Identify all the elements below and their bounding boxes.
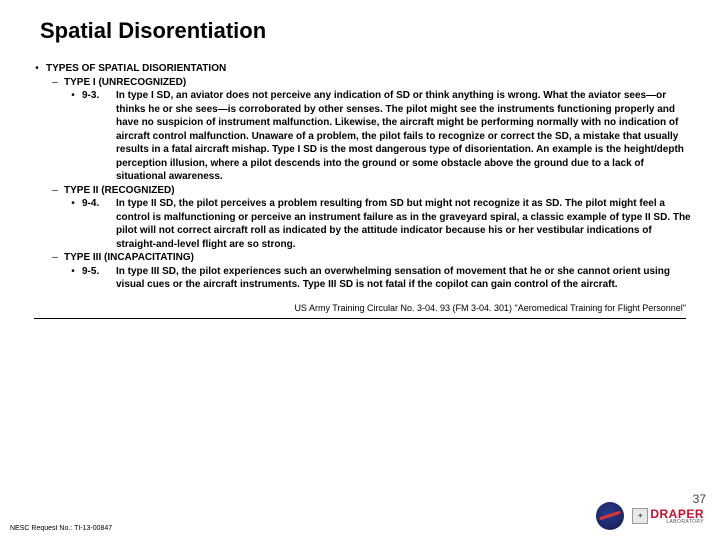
draper-mark-icon: ✦	[632, 508, 648, 524]
type2-label: TYPE II (RECOGNIZED)	[64, 184, 692, 198]
dot-icon: •	[64, 265, 82, 292]
type3-label-row: – TYPE III (INCAPACITATING)	[28, 251, 692, 265]
type2-text: In type II SD, the pilot perceives a pro…	[116, 197, 692, 251]
citation-text: US Army Training Circular No. 3-04. 93 (…	[28, 302, 686, 314]
type3-text: In type III SD, the pilot experiences su…	[116, 265, 692, 292]
dot-icon: •	[64, 197, 82, 251]
type1-text: In type I SD, an aviator does not percei…	[116, 89, 692, 184]
type2-body-row: • 9-4. In type II SD, the pilot perceive…	[28, 197, 692, 251]
dot-icon: •	[64, 89, 82, 184]
nasa-logo-icon	[596, 502, 624, 530]
bullet-icon: •	[28, 62, 46, 76]
slide: Spatial Disorentiation • TYPES OF SPATIA…	[0, 0, 720, 540]
footer-request-no: NESC Request No.: TI-13-00847	[10, 525, 112, 532]
content-area: • TYPES OF SPATIAL DISORIENTATION – TYPE…	[28, 62, 692, 319]
type2-label-row: – TYPE II (RECOGNIZED)	[28, 184, 692, 198]
type1-label-row: – TYPE I (UNRECOGNIZED)	[28, 76, 692, 90]
footer-logos: ✦ DRAPER LABORATORY	[596, 502, 704, 530]
draper-text-block: DRAPER LABORATORY	[650, 507, 704, 525]
slide-title: Spatial Disorentiation	[40, 18, 692, 44]
type1-num: 9-3.	[82, 89, 116, 184]
type2-num: 9-4.	[82, 197, 116, 251]
type3-body-row: • 9-5. In type III SD, the pilot experie…	[28, 265, 692, 292]
divider-line	[34, 318, 686, 319]
dash-icon: –	[46, 251, 64, 265]
type3-num: 9-5.	[82, 265, 116, 292]
type3-label: TYPE III (INCAPACITATING)	[64, 251, 692, 265]
heading-text: TYPES OF SPATIAL DISORIENTATION	[46, 62, 692, 76]
type1-label: TYPE I (UNRECOGNIZED)	[64, 76, 692, 90]
dash-icon: –	[46, 184, 64, 198]
dash-icon: –	[46, 76, 64, 90]
heading-row: • TYPES OF SPATIAL DISORIENTATION	[28, 62, 692, 76]
draper-logo: ✦ DRAPER LABORATORY	[632, 507, 704, 525]
type1-body-row: • 9-3. In type I SD, an aviator does not…	[28, 89, 692, 184]
